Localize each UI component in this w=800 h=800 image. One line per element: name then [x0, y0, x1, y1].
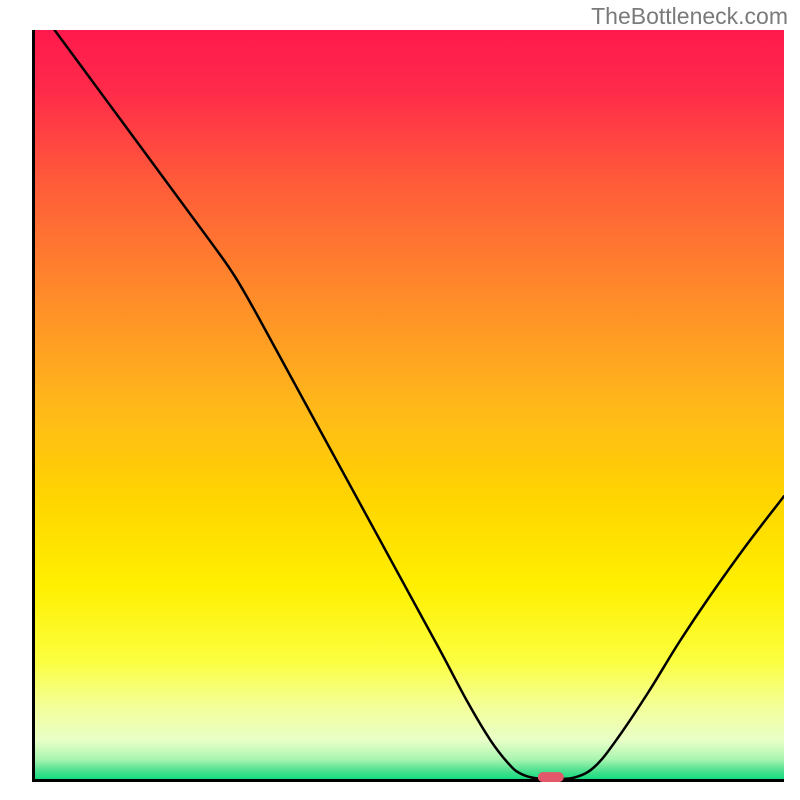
watermark-text: TheBottleneck.com [591, 3, 788, 30]
optimal-point-marker [538, 773, 564, 782]
chart-container: TheBottleneck.com [0, 0, 800, 800]
plot-area [32, 30, 784, 782]
bottleneck-curve [32, 30, 784, 782]
